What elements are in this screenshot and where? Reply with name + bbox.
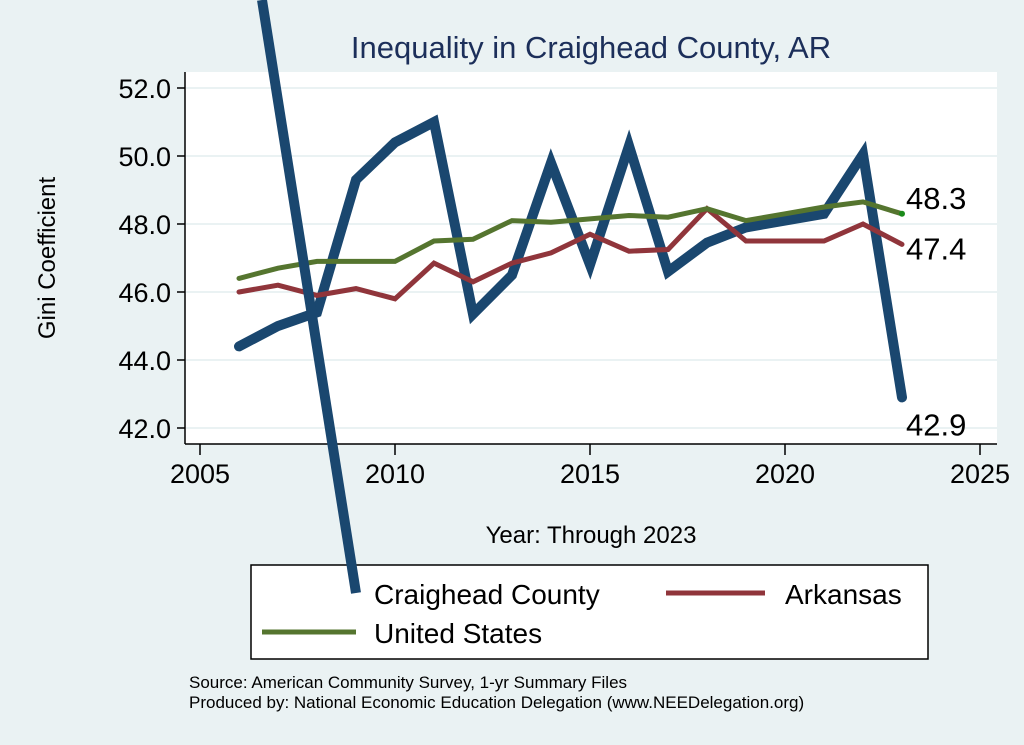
y-tick-label: 52.0 xyxy=(118,74,171,104)
end-value-label: 42.9 xyxy=(906,407,966,442)
y-tick-label: 44.0 xyxy=(118,346,171,376)
legend-swatch-craighead xyxy=(257,0,361,594)
x-tick-label: 2010 xyxy=(365,459,425,489)
series-line-arkansas xyxy=(236,205,905,302)
y-tick-label: 48.0 xyxy=(118,210,171,240)
y-tick-label: 50.0 xyxy=(118,142,171,172)
series-end-marker xyxy=(899,210,905,217)
series-line-united-states xyxy=(236,199,905,281)
x-tick-label: 2015 xyxy=(560,459,620,489)
x-tick-label: 2025 xyxy=(950,459,1010,489)
x-tick-label: 2020 xyxy=(755,459,815,489)
source-note: Source: American Community Survey, 1-yr … xyxy=(189,673,627,692)
axes xyxy=(184,72,997,445)
legend-label-united-states: United States xyxy=(374,618,542,649)
x-axis-ticks: 2005 2010 2015 2020 2025 xyxy=(170,444,1010,489)
producer-note: Produced by: National Economic Education… xyxy=(189,693,804,712)
x-axis-label: Year: Through 2023 xyxy=(486,522,697,549)
legend-label-craighead: Craighead County xyxy=(374,579,600,610)
chart-title: Inequality in Craighead County, AR xyxy=(351,30,831,65)
end-labels: 42.9 47.4 48.3 xyxy=(906,181,966,443)
series-line-craighead xyxy=(234,114,907,403)
end-value-label: 47.4 xyxy=(906,231,966,266)
legend: Craighead County Arkansas United States xyxy=(250,0,929,660)
x-tick-label: 2005 xyxy=(170,459,230,489)
legend-box xyxy=(250,564,929,660)
legend-label-arkansas: Arkansas xyxy=(785,579,902,610)
y-tick-label: 46.0 xyxy=(118,278,171,308)
y-axis-ticks: 42.0 44.0 46.0 48.0 50.0 52.0 xyxy=(118,74,185,444)
y-axis-label: Gini Coefficient xyxy=(34,177,61,340)
end-value-label: 48.3 xyxy=(906,181,966,216)
series-lines xyxy=(234,114,907,403)
y-tick-label: 42.0 xyxy=(118,414,171,444)
